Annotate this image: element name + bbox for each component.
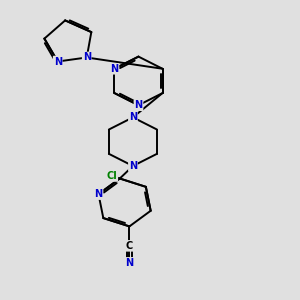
Text: C: C [126, 241, 133, 251]
Text: N: N [125, 258, 134, 268]
Text: Cl: Cl [106, 171, 117, 181]
Text: N: N [129, 161, 137, 171]
Text: N: N [54, 56, 62, 67]
Text: N: N [110, 64, 118, 74]
Text: N: N [83, 52, 91, 62]
Text: N: N [129, 112, 137, 122]
Text: N: N [134, 100, 142, 110]
Text: N: N [94, 189, 103, 199]
